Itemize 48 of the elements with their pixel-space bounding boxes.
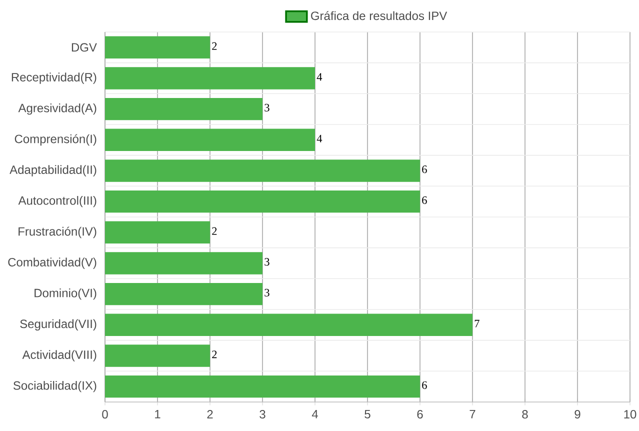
y-tick-label: Comprensión(I) — [14, 134, 96, 146]
y-tick-label: Sociabilidad(IX) — [13, 380, 96, 392]
x-tick-label: 4 — [312, 410, 318, 418]
y-tick-label: Receptividad(R) — [12, 72, 96, 84]
y-tick-label: Seguridad(VII) — [20, 319, 96, 330]
bar — [105, 128, 316, 152]
y-tick-label: DGV — [72, 43, 97, 52]
data-label: 7 — [474, 320, 480, 328]
bar — [105, 314, 472, 336]
bar — [105, 221, 210, 244]
x-tick-label: 2 — [207, 410, 213, 418]
x-tick-label: 6 — [417, 410, 423, 419]
y-tick-label: Dominio(VI) — [34, 288, 96, 300]
data-label: 3 — [264, 104, 270, 112]
y-tick-label: Agresividad(A) — [18, 103, 96, 115]
data-label: 4 — [316, 134, 322, 142]
data-label: 4 — [316, 73, 322, 81]
data-label: 3 — [264, 258, 270, 266]
bar — [105, 252, 263, 274]
legend-label: Gráfica de resultados IPV — [311, 11, 448, 20]
data-label: 3 — [264, 288, 270, 296]
y-tick-label: Actividad(VIII) — [22, 350, 96, 362]
y-tick-label: Combatividad(V) — [8, 258, 96, 269]
data-label: 6 — [422, 166, 427, 174]
bar — [105, 160, 420, 182]
x-tick-label: 8 — [522, 410, 528, 419]
x-tick-label: 5 — [364, 410, 370, 418]
bar — [105, 190, 420, 213]
bar — [105, 282, 263, 306]
bar — [105, 36, 210, 59]
y-tick-label: Autocontrol(III) — [18, 196, 96, 208]
x-tick-label: 9 — [574, 410, 580, 419]
data-label: 2 — [212, 227, 217, 235]
bar — [105, 67, 316, 90]
bar — [105, 375, 420, 398]
x-tick-label: 7 — [470, 410, 476, 418]
bar — [105, 344, 210, 367]
data-label: 2 — [212, 350, 217, 358]
x-tick-label: 10 — [624, 410, 636, 419]
data-label: 6 — [422, 196, 427, 204]
x-tick-label: 1 — [155, 410, 160, 418]
y-tick-label: Adaptabilidad(II) — [10, 165, 96, 176]
x-tick-label: 0 — [102, 410, 108, 419]
x-tick-label: 3 — [260, 410, 266, 419]
data-label: 6 — [422, 381, 427, 389]
bar — [105, 98, 263, 120]
data-label: 2 — [212, 42, 217, 50]
y-tick-label: Frustración(IV) — [18, 226, 96, 238]
